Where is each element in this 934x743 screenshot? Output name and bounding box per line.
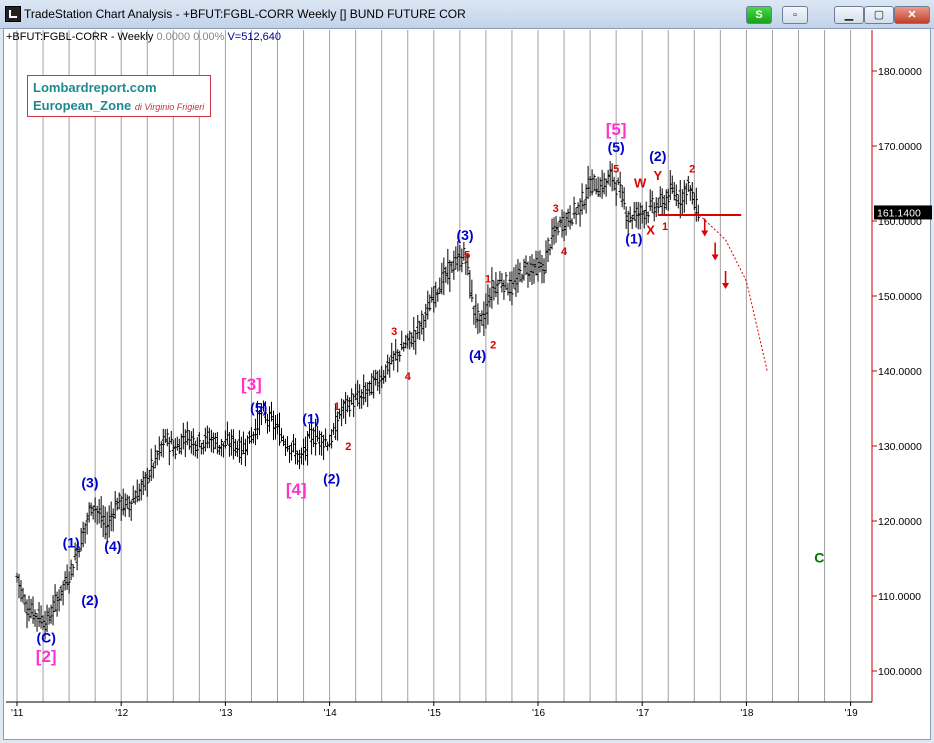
time-tick-label: '19 xyxy=(845,708,858,719)
last-price-marker xyxy=(874,205,932,220)
close-button[interactable]: ✕ xyxy=(894,6,930,24)
wave-label: (1) xyxy=(625,231,642,247)
time-tick-label: '17 xyxy=(636,708,649,719)
wave-label: (2) xyxy=(81,592,98,608)
price-tick-label: 110.0000 xyxy=(878,591,921,603)
time-tick-label: '16 xyxy=(532,708,545,719)
wave-label: X xyxy=(646,223,655,238)
tradestation-app-icon[interactable] xyxy=(5,6,21,22)
price-tick-label: 180.0000 xyxy=(878,66,922,78)
wave-label: W xyxy=(634,175,647,190)
time-tick-label: '12 xyxy=(115,708,128,719)
wave-label: 1 xyxy=(662,221,668,233)
time-tick-label: '14 xyxy=(324,708,337,719)
wave-label: (2) xyxy=(323,471,340,487)
logo-line-1: Lombardreport.com xyxy=(33,80,157,95)
price-tick-label: 150.0000 xyxy=(878,291,922,303)
watermark-logo-box: Lombardreport.com European_Zone di Virgi… xyxy=(27,75,211,117)
wave-label: [2] xyxy=(36,647,57,666)
price-tick-label: 140.0000 xyxy=(878,366,922,378)
wave-label: 3 xyxy=(391,326,397,338)
maximize-button[interactable]: ▢ xyxy=(864,6,894,24)
logo-credit: di Virginio Frigieri xyxy=(134,102,205,112)
wave-label: 2 xyxy=(689,163,695,175)
status-button[interactable]: S xyxy=(746,6,772,24)
title-bar[interactable]: TradeStation Chart Analysis - +BFUT:FGBL… xyxy=(0,0,934,29)
wave-label: (2) xyxy=(649,148,666,164)
price-tick-label: 120.0000 xyxy=(878,516,922,528)
wave-label: [3] xyxy=(241,375,262,394)
time-tick-label: '13 xyxy=(219,708,232,719)
price-tick-label: 130.0000 xyxy=(878,441,922,453)
wave-label: (4) xyxy=(104,538,121,554)
down-arrow-head xyxy=(701,230,709,237)
net-change: 0.0000 xyxy=(156,31,191,43)
wave-label: Y xyxy=(653,168,662,183)
wave-label: [5] xyxy=(606,120,627,139)
wave-label: 2 xyxy=(345,441,351,453)
wave-label: (3) xyxy=(81,474,98,490)
wave-label: 4 xyxy=(405,371,412,383)
wave-label: (5) xyxy=(608,139,625,155)
dropdown-button[interactable]: ▫ xyxy=(782,6,808,24)
window-title: TradeStation Chart Analysis - +BFUT:FGBL… xyxy=(24,7,466,21)
wave-label: 1 xyxy=(334,401,340,413)
symbol-label: +BFUT:FGBL-CORR - Weekly xyxy=(6,31,154,43)
down-arrow-head xyxy=(711,254,719,261)
wave-label: (5) xyxy=(250,399,267,415)
down-arrow-head xyxy=(722,283,730,289)
last-price-label: 161.1400 xyxy=(877,207,921,219)
projection-path xyxy=(699,214,768,372)
wave-label: (1) xyxy=(302,411,319,427)
logo-line-2: European_Zone di Virginio Frigieri xyxy=(33,98,204,113)
volume-readout: V=512,640 xyxy=(227,31,281,43)
percent-change: 0.00% xyxy=(193,31,225,43)
symbol-info-line: +BFUT:FGBL-CORR - Weekly 0.0000 0.00% V=… xyxy=(6,31,281,43)
wave-label: 5 xyxy=(613,163,619,175)
time-tick-label: '11 xyxy=(11,708,24,719)
wave-label: [4] xyxy=(286,480,307,499)
wave-label: (C) xyxy=(36,630,55,646)
price-tick-label: 100.0000 xyxy=(878,666,922,678)
logo-line-2-text: European_Zone xyxy=(33,98,132,113)
wave-label: (3) xyxy=(456,227,473,243)
time-tick-label: '15 xyxy=(428,708,441,719)
price-tick-label: 170.0000 xyxy=(878,141,922,153)
wave-label: C xyxy=(814,549,824,565)
chart-area[interactable] xyxy=(3,28,931,740)
wave-label: 4 xyxy=(561,246,568,258)
wave-label: 1 xyxy=(485,274,491,286)
wave-label: 3 xyxy=(553,203,559,215)
wave-label: (1) xyxy=(63,534,80,550)
wave-label: (4) xyxy=(469,347,486,363)
wave-label: 2 xyxy=(490,340,496,352)
time-tick-label: '18 xyxy=(740,708,753,719)
minimize-button[interactable]: ▁ xyxy=(834,6,864,24)
wave-label: 5 xyxy=(464,250,470,262)
